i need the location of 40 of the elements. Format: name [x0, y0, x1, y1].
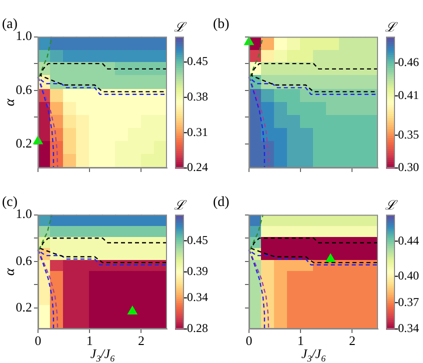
x-tick-label: 1 [297, 333, 304, 348]
color-bar-label: 0.37 [398, 294, 419, 309]
color-bar-label: 0.46 [398, 55, 419, 70]
x-axis-title: J$_{3}$/J$_{6}$ [301, 346, 326, 363]
y-tick-label: 1.0 [16, 206, 32, 222]
color-bar-label: 0.38 [187, 90, 208, 104]
color-bar-title: ℒ [385, 20, 398, 35]
color-bar-title: ℒ [385, 198, 398, 213]
x-tick-label: 1 [86, 333, 93, 348]
color-bar-label: 0.24 [187, 160, 208, 174]
color-bar-label: 0.44 [398, 233, 419, 248]
color-bar-label: 0.39 [187, 264, 208, 278]
color-bar-label: 0.40 [398, 268, 419, 282]
color-bar-label: 0.45 [187, 54, 208, 68]
y-tick-label: 0.6 [16, 82, 32, 97]
chart-title: (b) [213, 17, 230, 32]
y-tick-label: 0.6 [16, 252, 32, 268]
color-bar-label: 0.41 [398, 88, 419, 102]
x-tick-label: 2 [138, 333, 144, 348]
y-axis-title: α [3, 98, 18, 106]
color-bar-label: 0.45 [187, 232, 208, 247]
color-bar-label: 0.31 [187, 124, 208, 139]
color-bar-label: 0.30 [398, 160, 419, 174]
x-tick-label: 2 [348, 333, 356, 348]
color-bar-label: 0.34 [398, 321, 419, 336]
y-tick-label: 0.2 [16, 135, 32, 150]
chart-title: (a) [2, 17, 18, 32]
color-bar-title: ℒ [174, 20, 187, 35]
x-tick-label: 0 [34, 333, 42, 348]
color-bar-label: 0.34 [187, 290, 208, 304]
x-axis-title: J$_{3}$/J$_{6}$ [90, 346, 115, 363]
chart-title: (d) [213, 195, 230, 210]
color-bar-title: ℒ [174, 198, 187, 213]
y-tick-label: 0.2 [16, 299, 32, 314]
chart-title: (c) [2, 195, 18, 210]
color-bar-label: 0.28 [187, 321, 208, 336]
x-tick-label: 0 [246, 333, 252, 348]
color-bar-label: 0.35 [398, 127, 419, 142]
y-tick-label: 1.0 [16, 28, 32, 44]
y-axis-title: α [3, 268, 18, 276]
